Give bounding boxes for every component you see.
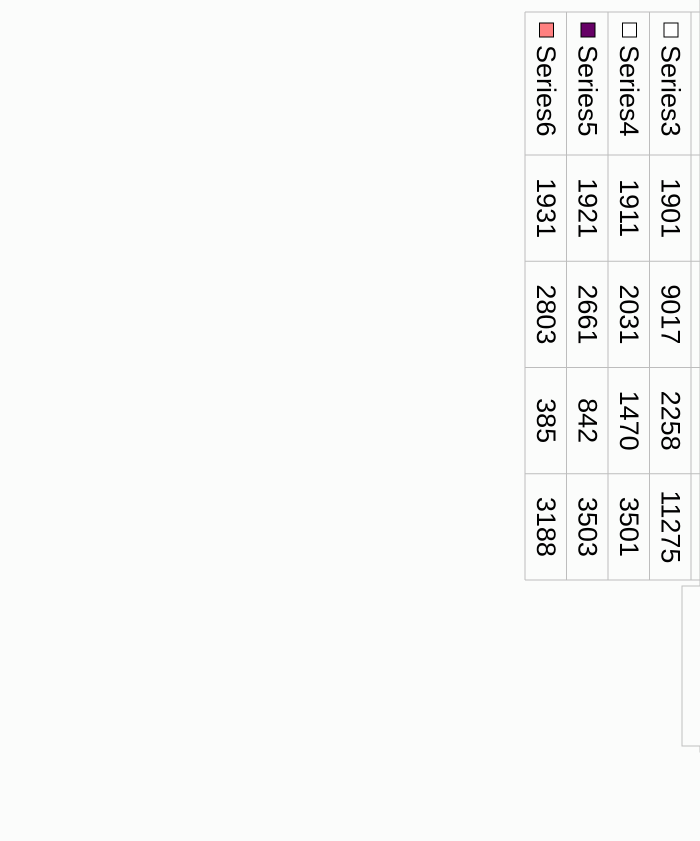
table-cell-value: 11835	[697, 278, 700, 351]
table-cell-value: 1901	[655, 178, 685, 238]
legend-box	[681, 585, 700, 747]
table-cell-value: 2803	[531, 284, 561, 344]
table-series-name: Series5	[572, 45, 602, 137]
table-legend-key-series3	[663, 22, 679, 38]
table-series-name: Series4	[614, 45, 644, 137]
table-cell-value: 9017	[655, 284, 685, 344]
table-series-name: Series3	[655, 45, 685, 137]
table-cell-value: 2031	[614, 284, 644, 344]
table-cell-value: 1921	[572, 178, 602, 238]
table-cell-value: 1891	[697, 178, 700, 238]
table-legend-key-series6	[539, 22, 554, 38]
table-cell-value: 1470	[614, 391, 644, 451]
table-cell-value: 4170	[697, 391, 700, 451]
table-cell-value: 842	[572, 398, 602, 443]
table-cell-value: 385	[531, 398, 561, 443]
table-cell-value: 2258	[655, 391, 685, 451]
table-cell-value: 3188	[531, 497, 561, 557]
table-cell-value: 11275	[655, 490, 685, 563]
table-cell-value: 3503	[572, 497, 602, 557]
table-cell-value: 1911	[614, 179, 644, 237]
table-series-name: Series2	[697, 45, 700, 137]
table-legend-key-series5	[580, 22, 596, 38]
table-legend-key-series4	[622, 22, 637, 38]
table-series-name: Series6	[531, 45, 561, 137]
table-cell-value: 3501	[614, 497, 644, 557]
table-cell-value: 16005	[697, 489, 700, 564]
table-cell-value: 1931	[531, 178, 561, 238]
table-cell-value: 2661	[572, 284, 602, 344]
